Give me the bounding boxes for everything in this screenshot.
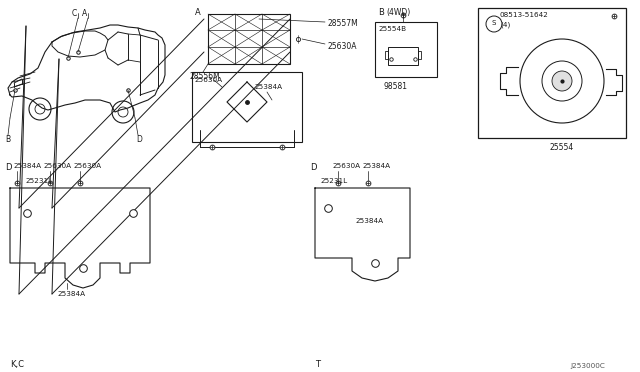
Text: 25554: 25554 xyxy=(550,143,574,152)
Bar xyxy=(208,14,290,64)
Text: 28557M: 28557M xyxy=(327,19,358,28)
Bar xyxy=(385,51,388,59)
Text: 25384A: 25384A xyxy=(362,163,390,169)
Text: B: B xyxy=(5,135,10,144)
Text: K,C: K,C xyxy=(10,360,24,369)
Circle shape xyxy=(552,71,572,91)
Text: 25630A: 25630A xyxy=(332,163,360,169)
Text: 25384A: 25384A xyxy=(254,84,282,90)
Text: 25554B: 25554B xyxy=(378,26,406,32)
Text: D: D xyxy=(5,163,12,172)
Text: C: C xyxy=(72,9,77,18)
Text: 25231L: 25231L xyxy=(25,178,52,184)
Text: J253000C: J253000C xyxy=(570,363,605,369)
Text: D: D xyxy=(310,163,317,172)
Text: 25384A: 25384A xyxy=(13,163,41,169)
Text: 25231L: 25231L xyxy=(320,178,347,184)
Bar xyxy=(192,72,302,142)
Bar xyxy=(418,51,421,59)
Text: 98581: 98581 xyxy=(383,82,407,91)
Text: S: S xyxy=(491,20,495,26)
Text: 25630A: 25630A xyxy=(43,163,71,169)
Text: A: A xyxy=(195,8,201,17)
Text: (4): (4) xyxy=(500,22,510,29)
Text: 08513-51642: 08513-51642 xyxy=(500,12,549,18)
Text: D: D xyxy=(136,135,142,144)
Text: B: B xyxy=(378,8,384,17)
Text: (4WD): (4WD) xyxy=(386,8,410,17)
Bar xyxy=(478,8,626,138)
Text: T: T xyxy=(315,360,320,369)
Text: 28556M: 28556M xyxy=(190,72,221,81)
Text: 25630A: 25630A xyxy=(327,42,356,51)
Text: 25384A: 25384A xyxy=(355,218,383,224)
Text: A: A xyxy=(83,9,88,18)
Text: 25384A: 25384A xyxy=(57,291,85,297)
Text: 25630A: 25630A xyxy=(194,77,222,83)
Bar xyxy=(375,22,437,77)
Text: 25630A: 25630A xyxy=(73,163,101,169)
Bar xyxy=(388,47,418,65)
